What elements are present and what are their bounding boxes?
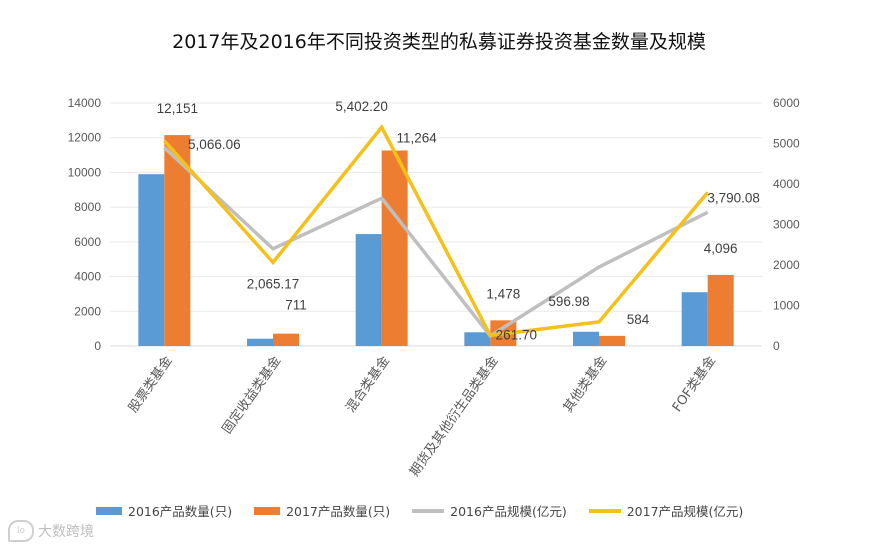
watermark: lo 大数跨境	[8, 520, 94, 542]
watermark-text: 大数跨境	[38, 524, 94, 540]
data-label: 5,066.06	[188, 137, 241, 152]
y-right-tick-label: 0	[773, 339, 780, 353]
legend-item-2016-count: 2016产品数量(只)	[96, 501, 232, 520]
bar	[247, 338, 273, 346]
y-right-tick-label: 2000	[773, 258, 800, 272]
x-tick-label: FOF类基金	[669, 353, 719, 415]
legend-swatch	[254, 506, 281, 515]
y-right-tick-label: 1000	[773, 299, 800, 313]
data-label: 3,790.08	[707, 191, 760, 206]
data-label: 596.98	[548, 294, 589, 309]
legend-item-2016-scale: 2016产品规模(亿元)	[412, 501, 567, 520]
data-label: 711	[285, 298, 307, 313]
bar	[681, 292, 708, 346]
legend-label: 2016产品数量(只)	[128, 504, 233, 519]
y-left-tick-label: 12000	[68, 131, 102, 145]
y-right-tick-label: 6000	[773, 96, 800, 110]
x-tick-label: 混合类基金	[343, 353, 393, 415]
data-label: 4,096	[704, 241, 738, 256]
data-label: 5,402.20	[335, 99, 388, 114]
legend-label: 2017产品规模(亿元)	[626, 504, 744, 519]
y-left-tick-label: 4000	[74, 270, 101, 284]
y-left-tick-label: 2000	[74, 304, 101, 318]
watermark-logo-icon: lo	[8, 520, 34, 542]
data-label: 12,151	[157, 101, 198, 116]
x-tick-label: 其他类基金	[560, 353, 610, 415]
data-label: 1,478	[486, 286, 520, 301]
legend: 2016产品数量(只) 2017产品数量(只) 2016产品规模(亿元) 201…	[96, 501, 743, 520]
legend-swatch	[96, 506, 122, 515]
bar	[573, 331, 599, 346]
y-left-tick-label: 8000	[74, 200, 101, 214]
y-left-tick-label: 0	[94, 339, 101, 353]
y-left-tick-label: 14000	[68, 96, 102, 110]
bar	[138, 174, 165, 346]
data-label: 261.70	[496, 327, 537, 342]
x-tick-label: 固定收益类基金	[219, 353, 284, 437]
y-right-tick-label: 4000	[773, 177, 800, 191]
chart-title: 2017年及2016年不同投资类型的私募证券投资基金数量及规模	[172, 31, 706, 53]
bar	[273, 333, 299, 346]
bar	[381, 150, 408, 346]
bar	[164, 135, 191, 346]
bar	[464, 332, 491, 346]
bar	[355, 234, 382, 346]
legend-item-2017-scale: 2017产品规模(亿元)	[588, 501, 744, 520]
bar	[599, 335, 625, 346]
data-label: 584	[627, 312, 650, 327]
data-label: 11,264	[397, 130, 438, 145]
x-tick-label: 期货及其他衍生品类基金	[406, 353, 501, 479]
legend-label: 2016产品规模(亿元)	[450, 504, 567, 519]
series-line	[163, 146, 709, 339]
data-label: 2,065.17	[247, 276, 300, 291]
y-right-tick-label: 3000	[773, 218, 800, 232]
series-line	[163, 124, 710, 338]
x-tick-label: 股票类基金	[125, 353, 175, 415]
y-left-tick-label: 6000	[74, 235, 101, 249]
legend-item-2017-count: 2017产品数量(只)	[254, 501, 390, 520]
y-left-tick-label: 10000	[68, 165, 102, 179]
y-right-tick-label: 5000	[773, 137, 800, 151]
legend-swatch	[412, 508, 445, 513]
bar	[707, 274, 734, 346]
legend-label: 2017产品数量(只)	[286, 504, 391, 519]
legend-swatch	[588, 508, 621, 513]
